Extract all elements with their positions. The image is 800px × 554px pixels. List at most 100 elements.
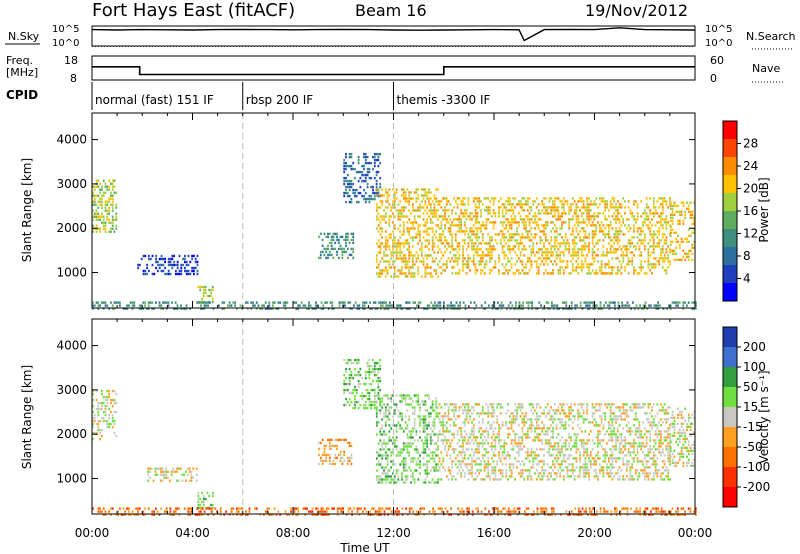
velocity-ylabel: Slant Range [km] bbox=[20, 365, 34, 469]
velocity-panel: 1000 2000 3000 4000 Slant Range [km] 200 100… bbox=[20, 318, 771, 554]
frequency-panel: Freq. [MHz] 18 8 60 0 Nave bbox=[6, 45, 785, 85]
ytick-label-3: 4000 bbox=[56, 133, 87, 147]
time-tick-4: 16:00 bbox=[477, 526, 512, 540]
colorbar-swatch-1 bbox=[723, 347, 737, 368]
freq-series-0 bbox=[92, 66, 695, 76]
heatmap-region-6 bbox=[438, 197, 671, 275]
colorbar-swatch-9 bbox=[723, 283, 737, 302]
noise-tick-bottom-left: 10^0 bbox=[52, 38, 79, 49]
nave-tick-bottom: 0 bbox=[710, 72, 717, 85]
colorbar-tick-5: 24 bbox=[743, 159, 758, 173]
cpid-label: CPID bbox=[6, 88, 38, 102]
noise-tick-bottom-right: 10^0 bbox=[705, 38, 732, 49]
colorbar-swatch-1 bbox=[723, 139, 737, 158]
colorbar-swatch-2 bbox=[723, 157, 737, 176]
heatmap-region-1 bbox=[147, 467, 198, 482]
heatmap-region-7 bbox=[669, 407, 696, 467]
colorbar-tick-2: 50 bbox=[743, 380, 758, 394]
power-panel: 1000 2000 3000 4000 Slant Range [km] 4 8 12 16… bbox=[20, 112, 771, 310]
colorbar-swatch-3 bbox=[723, 387, 737, 408]
colorbar-tick-3: 15 bbox=[743, 400, 758, 414]
colorbar-tick-0: 4 bbox=[743, 272, 751, 286]
heatmap-region-6 bbox=[438, 403, 671, 481]
ytick-label-1: 2000 bbox=[56, 427, 87, 441]
noise-tick-top-right: 10^5 bbox=[705, 24, 732, 35]
nsky-label: N.Sky bbox=[8, 30, 40, 43]
colorbar-swatch-6 bbox=[723, 229, 737, 248]
heatmap-region-4 bbox=[343, 152, 382, 204]
freq-tick-bottom: 8 bbox=[70, 72, 77, 85]
colorbar-swatch-5 bbox=[723, 427, 737, 448]
colorbar-swatch-0 bbox=[723, 121, 737, 140]
date-title: 19/Nov/2012 bbox=[585, 1, 688, 20]
colorbar-tick-1: 100 bbox=[743, 360, 766, 374]
nsearch-label: N.Search bbox=[746, 30, 796, 43]
colorbar-tick-3: 16 bbox=[743, 204, 758, 218]
noise-series-0 bbox=[91, 27, 696, 42]
ytick-label-1: 2000 bbox=[56, 221, 87, 235]
heatmap-region-0 bbox=[92, 179, 118, 233]
velocity-colorbar-label: Velocity [m s⁻¹] bbox=[757, 370, 771, 463]
colorbar-tick-4: -15 bbox=[743, 420, 763, 434]
time-xlabel: Time UT bbox=[339, 541, 390, 554]
noise-panel: N.Sky 10^5 10^0 10^5 10^0 N.Search bbox=[5, 24, 796, 50]
heatmap-region-1 bbox=[137, 254, 199, 276]
colorbar-tick-1: 8 bbox=[743, 249, 751, 263]
nave-label: Nave bbox=[752, 62, 780, 75]
time-tick-5: 20:00 bbox=[577, 526, 612, 540]
ytick-label-2: 3000 bbox=[56, 383, 87, 397]
colorbar-swatch-5 bbox=[723, 211, 737, 230]
colorbar-swatch-7 bbox=[723, 247, 737, 266]
ytick-label-2: 3000 bbox=[56, 177, 87, 191]
colorbar-swatch-8 bbox=[723, 265, 737, 284]
time-tick-1: 04:00 bbox=[175, 526, 210, 540]
cpid-panel: CPID normal (fast) 151 IF rbsp 200 IF them… bbox=[6, 82, 491, 110]
cpid-segment-label-1: rbsp 200 IF bbox=[246, 93, 313, 107]
colorbar-swatch-6 bbox=[723, 447, 737, 468]
heatmap-region-2 bbox=[197, 285, 214, 304]
time-tick-3: 12:00 bbox=[376, 526, 411, 540]
colorbar-swatch-4 bbox=[723, 193, 737, 212]
colorbar-tick-0: 200 bbox=[743, 340, 766, 354]
time-tick-0: 00:00 bbox=[75, 526, 110, 540]
heatmap-region-5 bbox=[375, 188, 439, 278]
colorbar-swatch-3 bbox=[723, 175, 737, 194]
heatmap-region-3 bbox=[318, 232, 355, 260]
colorbar-swatch-7 bbox=[723, 467, 737, 488]
freq-label-line2: [MHz] bbox=[6, 66, 38, 79]
power-colorbar-label: Power [dB] bbox=[757, 177, 771, 242]
colorbar-tick-5: -50 bbox=[743, 440, 763, 454]
time-tick-2: 08:00 bbox=[276, 526, 311, 540]
heatmap-region-8 bbox=[92, 301, 697, 310]
time-tick-6: 00:00 bbox=[678, 526, 713, 540]
ytick-label-0: 1000 bbox=[56, 266, 87, 280]
heatmap-region-0 bbox=[92, 389, 118, 441]
colorbar-swatch-2 bbox=[723, 367, 737, 388]
heatmap-region-3 bbox=[318, 438, 353, 466]
ytick-label-3: 4000 bbox=[56, 339, 87, 353]
cpid-segment-label-2: themis -3300 IF bbox=[397, 93, 491, 107]
heatmap-region-8 bbox=[92, 507, 697, 516]
colorbar-tick-4: 20 bbox=[743, 182, 758, 196]
heatmap-region-4 bbox=[343, 358, 382, 410]
colorbar-tick-6: 28 bbox=[743, 137, 758, 151]
colorbar-swatch-0 bbox=[723, 327, 737, 348]
heatmap-region-5 bbox=[375, 394, 439, 484]
freq-tick-top: 18 bbox=[64, 54, 78, 67]
colorbar-tick-7: -200 bbox=[743, 480, 770, 494]
colorbar-tick-6: -100 bbox=[743, 460, 770, 474]
heatmap-region-7 bbox=[669, 201, 696, 261]
beam-title: Beam 16 bbox=[355, 1, 427, 20]
power-ylabel: Slant Range [km] bbox=[20, 158, 34, 262]
nave-tick-top: 60 bbox=[710, 54, 724, 67]
colorbar-tick-2: 12 bbox=[743, 227, 758, 241]
noise-tick-top-left: 10^5 bbox=[52, 24, 79, 35]
station-title: Fort Hays East (fitACF) bbox=[92, 0, 295, 21]
colorbar-swatch-8 bbox=[723, 487, 737, 508]
freq-label-line1: Freq. bbox=[6, 54, 33, 67]
ytick-label-0: 1000 bbox=[56, 472, 87, 486]
cpid-segment-label-0: normal (fast) 151 IF bbox=[95, 93, 214, 107]
heatmap-region-2 bbox=[197, 491, 214, 510]
colorbar-swatch-4 bbox=[723, 407, 737, 428]
